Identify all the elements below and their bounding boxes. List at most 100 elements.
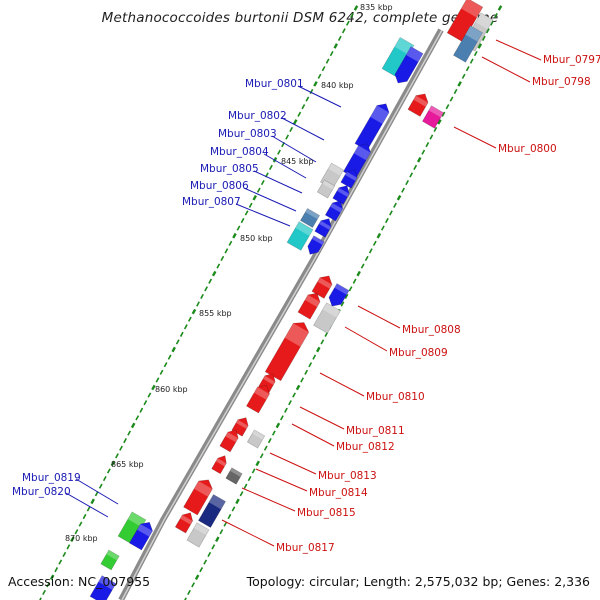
leader-mbur-0810 bbox=[319, 372, 365, 397]
gene-label-mbur-0797[interactable]: Mbur_0797 bbox=[543, 54, 600, 66]
inner-tick bbox=[127, 430, 132, 436]
inner-tick bbox=[90, 498, 95, 505]
inner-tick bbox=[232, 232, 237, 239]
inner-tick bbox=[216, 263, 221, 269]
inner-tick bbox=[248, 202, 253, 208]
inner-tick bbox=[42, 589, 46, 595]
gene-reverse-0814-shade bbox=[215, 458, 227, 467]
leader-mbur-0804 bbox=[263, 153, 307, 179]
gene-label-mbur-0801[interactable]: Mbur_0801 bbox=[245, 78, 304, 90]
inner-tick bbox=[175, 339, 180, 345]
gene-forward-0808-body bbox=[328, 283, 350, 307]
leader-mbur-0819 bbox=[75, 478, 119, 505]
gene-label-mbur-0820[interactable]: Mbur_0820 bbox=[12, 486, 71, 498]
outer-tick bbox=[352, 278, 357, 284]
gene-forward-0807 bbox=[324, 200, 344, 222]
gene-hyp-0817-shade bbox=[193, 522, 210, 536]
inner-tick bbox=[289, 126, 294, 133]
gene-label-mbur-0810[interactable]: Mbur_0810 bbox=[366, 391, 425, 403]
inner-tick bbox=[211, 270, 217, 277]
gene-teal-mid-shade bbox=[295, 221, 313, 236]
outer-tick bbox=[263, 445, 268, 451]
gene-forward-0808-shade bbox=[334, 283, 350, 295]
outer-tick bbox=[385, 217, 389, 224]
inner-tick bbox=[220, 255, 225, 262]
outer-tick bbox=[494, 13, 498, 19]
outer-tick bbox=[497, 5, 503, 11]
gene-reverse-0813-body bbox=[219, 429, 239, 453]
outer-tick bbox=[441, 111, 446, 117]
outer-tick bbox=[372, 240, 377, 246]
inner-tick bbox=[78, 521, 83, 527]
gene-label-mbur-0812[interactable]: Mbur_0812 bbox=[336, 441, 395, 453]
inner-tick bbox=[171, 346, 176, 353]
outer-tick bbox=[413, 164, 418, 170]
gene-label-mbur-0798[interactable]: Mbur_0798 bbox=[532, 76, 591, 88]
gene-steel-0798-body bbox=[453, 25, 483, 63]
inner-tick bbox=[191, 308, 197, 315]
gene-forward-b bbox=[314, 218, 332, 238]
outer-tick bbox=[425, 142, 430, 148]
outer-tick bbox=[316, 346, 321, 353]
gene-label-mbur-0803[interactable]: Mbur_0803 bbox=[218, 128, 277, 140]
outer-tick bbox=[255, 460, 260, 467]
leader-mbur-0811 bbox=[299, 406, 345, 430]
inner-tick bbox=[337, 35, 342, 41]
gene-navy-0815-body bbox=[198, 494, 226, 528]
gene-label-mbur-0809[interactable]: Mbur_0809 bbox=[389, 347, 448, 359]
gene-label-mbur-0811[interactable]: Mbur_0811 bbox=[346, 425, 405, 437]
gene-steel-0807-shade bbox=[305, 208, 320, 220]
inner-tick bbox=[333, 43, 338, 49]
gene-hyp-0805-body bbox=[316, 179, 336, 199]
inner-tick bbox=[277, 149, 281, 155]
gene-label-mbur-0813[interactable]: Mbur_0813 bbox=[318, 470, 377, 482]
gene-label-mbur-0808[interactable]: Mbur_0808 bbox=[402, 324, 461, 336]
gene-label-mbur-0807[interactable]: Mbur_0807 bbox=[182, 196, 241, 208]
outer-tick bbox=[453, 88, 458, 95]
outer-tick bbox=[445, 104, 450, 110]
inner-tick bbox=[110, 460, 116, 467]
gene-label-mbur-0817[interactable]: Mbur_0817 bbox=[276, 542, 335, 554]
inner-tick bbox=[313, 81, 318, 87]
gene-hyp-0809-shade bbox=[322, 302, 341, 318]
gene-forward-0804 bbox=[340, 169, 358, 189]
inner-tick bbox=[196, 301, 200, 307]
gene-reverse-0810b-shade bbox=[263, 375, 276, 385]
gene-label-mbur-0800[interactable]: Mbur_0800 bbox=[498, 143, 557, 155]
outer-tick bbox=[247, 475, 252, 482]
inner-tick bbox=[58, 559, 63, 565]
gene-reverse-0817-shade bbox=[180, 514, 193, 525]
inner-tick bbox=[179, 331, 184, 337]
inner-tick bbox=[269, 164, 273, 170]
outer-tick bbox=[187, 589, 191, 595]
gene-label-mbur-0814[interactable]: Mbur_0814 bbox=[309, 487, 368, 499]
inner-tick bbox=[49, 574, 55, 581]
gene-label-mbur-0804[interactable]: Mbur_0804 bbox=[210, 146, 269, 158]
gene-green-0820-shade bbox=[106, 550, 120, 561]
scale-label-860: 860 kbp bbox=[155, 385, 188, 394]
gene-reverse-0797-shade bbox=[461, 0, 483, 18]
gene-reverse-0808-body bbox=[311, 275, 333, 299]
gene-forward-0820 bbox=[89, 575, 117, 600]
gene-reverse-0814 bbox=[211, 455, 227, 475]
gene-label-mbur-0805[interactable]: Mbur_0805 bbox=[200, 163, 259, 175]
scale-label-845: 845 kbp bbox=[281, 157, 314, 166]
scale-label-865: 865 kbp bbox=[111, 460, 144, 469]
gene-label-mbur-0806[interactable]: Mbur_0806 bbox=[190, 180, 249, 192]
inner-tick bbox=[325, 58, 330, 64]
gene-forward-0819-body bbox=[129, 521, 153, 551]
outer-tick bbox=[304, 369, 309, 375]
outer-tick bbox=[259, 453, 264, 459]
outer-tick bbox=[227, 513, 232, 520]
gene-label-mbur-0802[interactable]: Mbur_0802 bbox=[228, 110, 287, 122]
outer-tick bbox=[203, 559, 208, 565]
gene-label-mbur-0815[interactable]: Mbur_0815 bbox=[297, 507, 356, 519]
gene-magenta-0800-body bbox=[422, 105, 444, 129]
gene-magenta-0800-shade bbox=[428, 105, 444, 118]
outer-tick bbox=[477, 43, 483, 49]
outer-tick bbox=[360, 263, 365, 269]
gene-label-mbur-0819[interactable]: Mbur_0819 bbox=[22, 472, 81, 484]
inner-tick bbox=[309, 88, 314, 95]
gene-reverse-0809b-body bbox=[297, 292, 321, 320]
outer-tick bbox=[243, 483, 248, 489]
